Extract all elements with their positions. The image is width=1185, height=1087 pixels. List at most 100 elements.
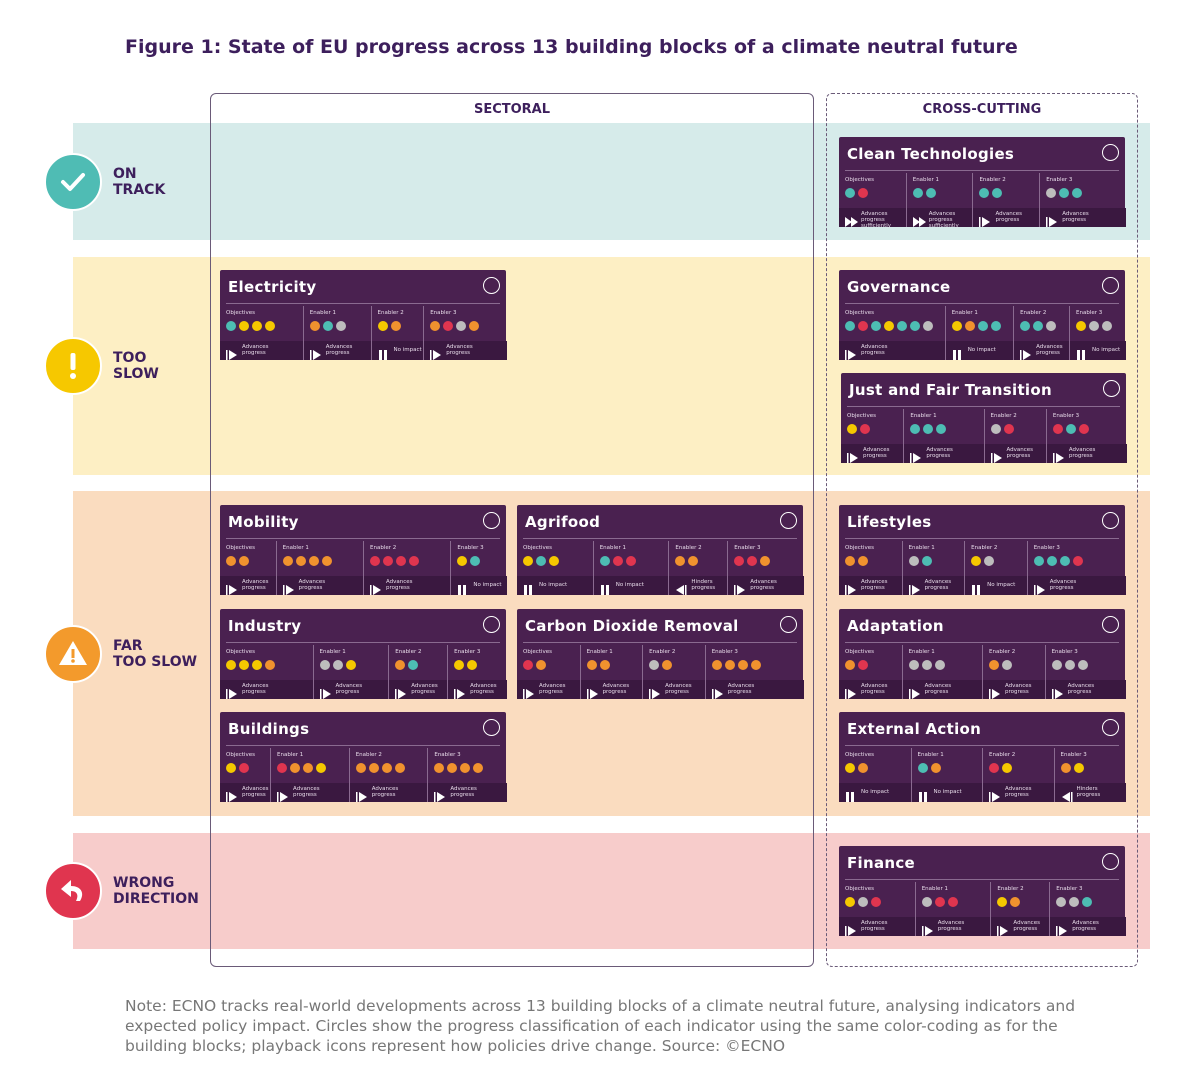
- indicator-dot: [447, 763, 458, 773]
- divider: [226, 745, 500, 746]
- divider: [845, 303, 1119, 304]
- building-block: Electricity Objectives Advances progress En…: [220, 270, 507, 360]
- indicator-dot: [734, 556, 745, 566]
- impact-strip: Advances progress: [220, 783, 271, 802]
- block-section: Enabler 3 Advances progress: [447, 645, 507, 699]
- building-block: Mobility Objectives Advances progress Enabl…: [220, 505, 507, 595]
- indicator-dot: [394, 763, 405, 773]
- impact-strip: Advances progress: [991, 917, 1051, 936]
- block-section: Enabler 1 Advances progress: [901, 645, 983, 699]
- indicator-dot: [858, 556, 868, 566]
- building-block: Lifestyles Objectives Advances progress Ena…: [839, 505, 1126, 595]
- impact-strip: Advances progress: [389, 680, 449, 699]
- block-section: Enabler 2 Advances progress: [348, 748, 429, 802]
- impact-strip: Advances progress: [313, 680, 390, 699]
- indicator-dot: [599, 660, 610, 670]
- indicator-dots: [1051, 660, 1088, 670]
- playback-icon: [378, 345, 392, 364]
- status-icon: [44, 624, 102, 683]
- row-label: FAR TOO SLOW: [113, 638, 197, 670]
- indicator-dots: [908, 556, 932, 566]
- indicator-dot: [858, 660, 868, 670]
- impact-strip: Advances progress: [839, 917, 915, 936]
- playback-icon: [457, 580, 471, 599]
- indicator-dot: [226, 321, 236, 331]
- impact-strip: Advances progress: [839, 680, 902, 699]
- indicator-dot: [239, 660, 249, 670]
- indicator-dots: [845, 556, 868, 566]
- playback-icon: [1056, 921, 1070, 940]
- indicator-dots: [319, 660, 356, 670]
- impact-text: Advances progress: [242, 344, 269, 356]
- section-label: Enabler 3: [734, 545, 761, 551]
- indicator-dot: [370, 556, 380, 566]
- impact-text: Advances progress: [1049, 579, 1077, 591]
- block-section: Objectives Advances progress: [220, 306, 303, 360]
- impact-strip: No impact: [839, 783, 911, 802]
- indicator-dot: [997, 897, 1008, 907]
- section-label: Enabler 2: [675, 545, 702, 551]
- row-label-line: TOO SLOW: [113, 653, 198, 670]
- indicator-dots: [523, 556, 559, 566]
- section-label: Objectives: [845, 886, 874, 892]
- indicator-dots: [917, 763, 941, 773]
- impact-text: No impact: [861, 789, 890, 795]
- impact-text: Advances progress: [665, 683, 692, 695]
- indicator-dot: [990, 424, 1001, 434]
- playback-icon: [952, 345, 966, 364]
- indicator-dot: [921, 897, 932, 907]
- building-block: Just and Fair Transition Objectives Advanc…: [841, 373, 1127, 463]
- row-label-line: TRACK: [113, 181, 166, 198]
- indicator-dot: [1089, 321, 1100, 331]
- playback-icon: [370, 580, 384, 599]
- indicator-dots: [1052, 424, 1089, 434]
- block-name: Adaptation: [847, 617, 944, 635]
- impact-text: Advances progress: [1062, 211, 1089, 223]
- indicator-dot: [1076, 321, 1087, 331]
- indicator-dot: [1059, 556, 1070, 566]
- indicator-dot: [390, 321, 401, 331]
- impact-strip: Advances progress: [839, 576, 902, 595]
- section-label: Enabler 2: [989, 649, 1016, 655]
- indicator-dot: [443, 321, 454, 331]
- indicator-dot: [923, 424, 934, 434]
- impact-strip: Advances progress: [428, 783, 507, 802]
- indicator-dots: [845, 321, 933, 331]
- playback-icon: [845, 921, 859, 940]
- indicator-dot: [871, 897, 881, 907]
- sectoral-frame: [210, 93, 814, 967]
- block-section: Objectives Advances progress: [839, 306, 945, 360]
- playback-icon: [454, 684, 468, 703]
- indicator-dots: [226, 763, 249, 773]
- indicator-dot: [858, 188, 868, 198]
- indicator-dots: [282, 556, 332, 566]
- indicator-dot: [457, 556, 468, 566]
- impact-text: No impact: [539, 582, 568, 588]
- section-label: Enabler 2: [355, 752, 382, 758]
- indicator-dot: [750, 660, 761, 670]
- indicator-dot: [860, 424, 870, 434]
- block-icon: [1102, 144, 1119, 161]
- block-section: Enabler 1 No impact: [944, 306, 1015, 360]
- playback-icon: [226, 684, 240, 703]
- indicator-dot: [925, 188, 936, 198]
- indicator-dot: [992, 188, 1003, 198]
- block-name: Electricity: [228, 278, 317, 296]
- indicator-dot: [747, 556, 758, 566]
- indicator-dot: [460, 763, 471, 773]
- block-section: Enabler 2 Advances progress: [1013, 306, 1071, 360]
- row-label: ON TRACK: [113, 166, 165, 198]
- playback-icon: [309, 345, 324, 364]
- row-label-line: WRONG: [113, 875, 175, 891]
- indicator-dots: [377, 321, 401, 331]
- section-label: Objectives: [847, 413, 876, 419]
- indicator-dot: [845, 556, 855, 566]
- indicator-dot: [377, 321, 388, 331]
- impact-text: No impact: [987, 582, 1016, 588]
- indicator-dots: [951, 321, 1001, 331]
- divider: [226, 303, 500, 304]
- indicator-dot: [252, 660, 262, 670]
- impact-text: Advances progress: [924, 579, 952, 591]
- impact-text: Advances progress: [335, 683, 363, 695]
- indicator-dots: [910, 424, 947, 434]
